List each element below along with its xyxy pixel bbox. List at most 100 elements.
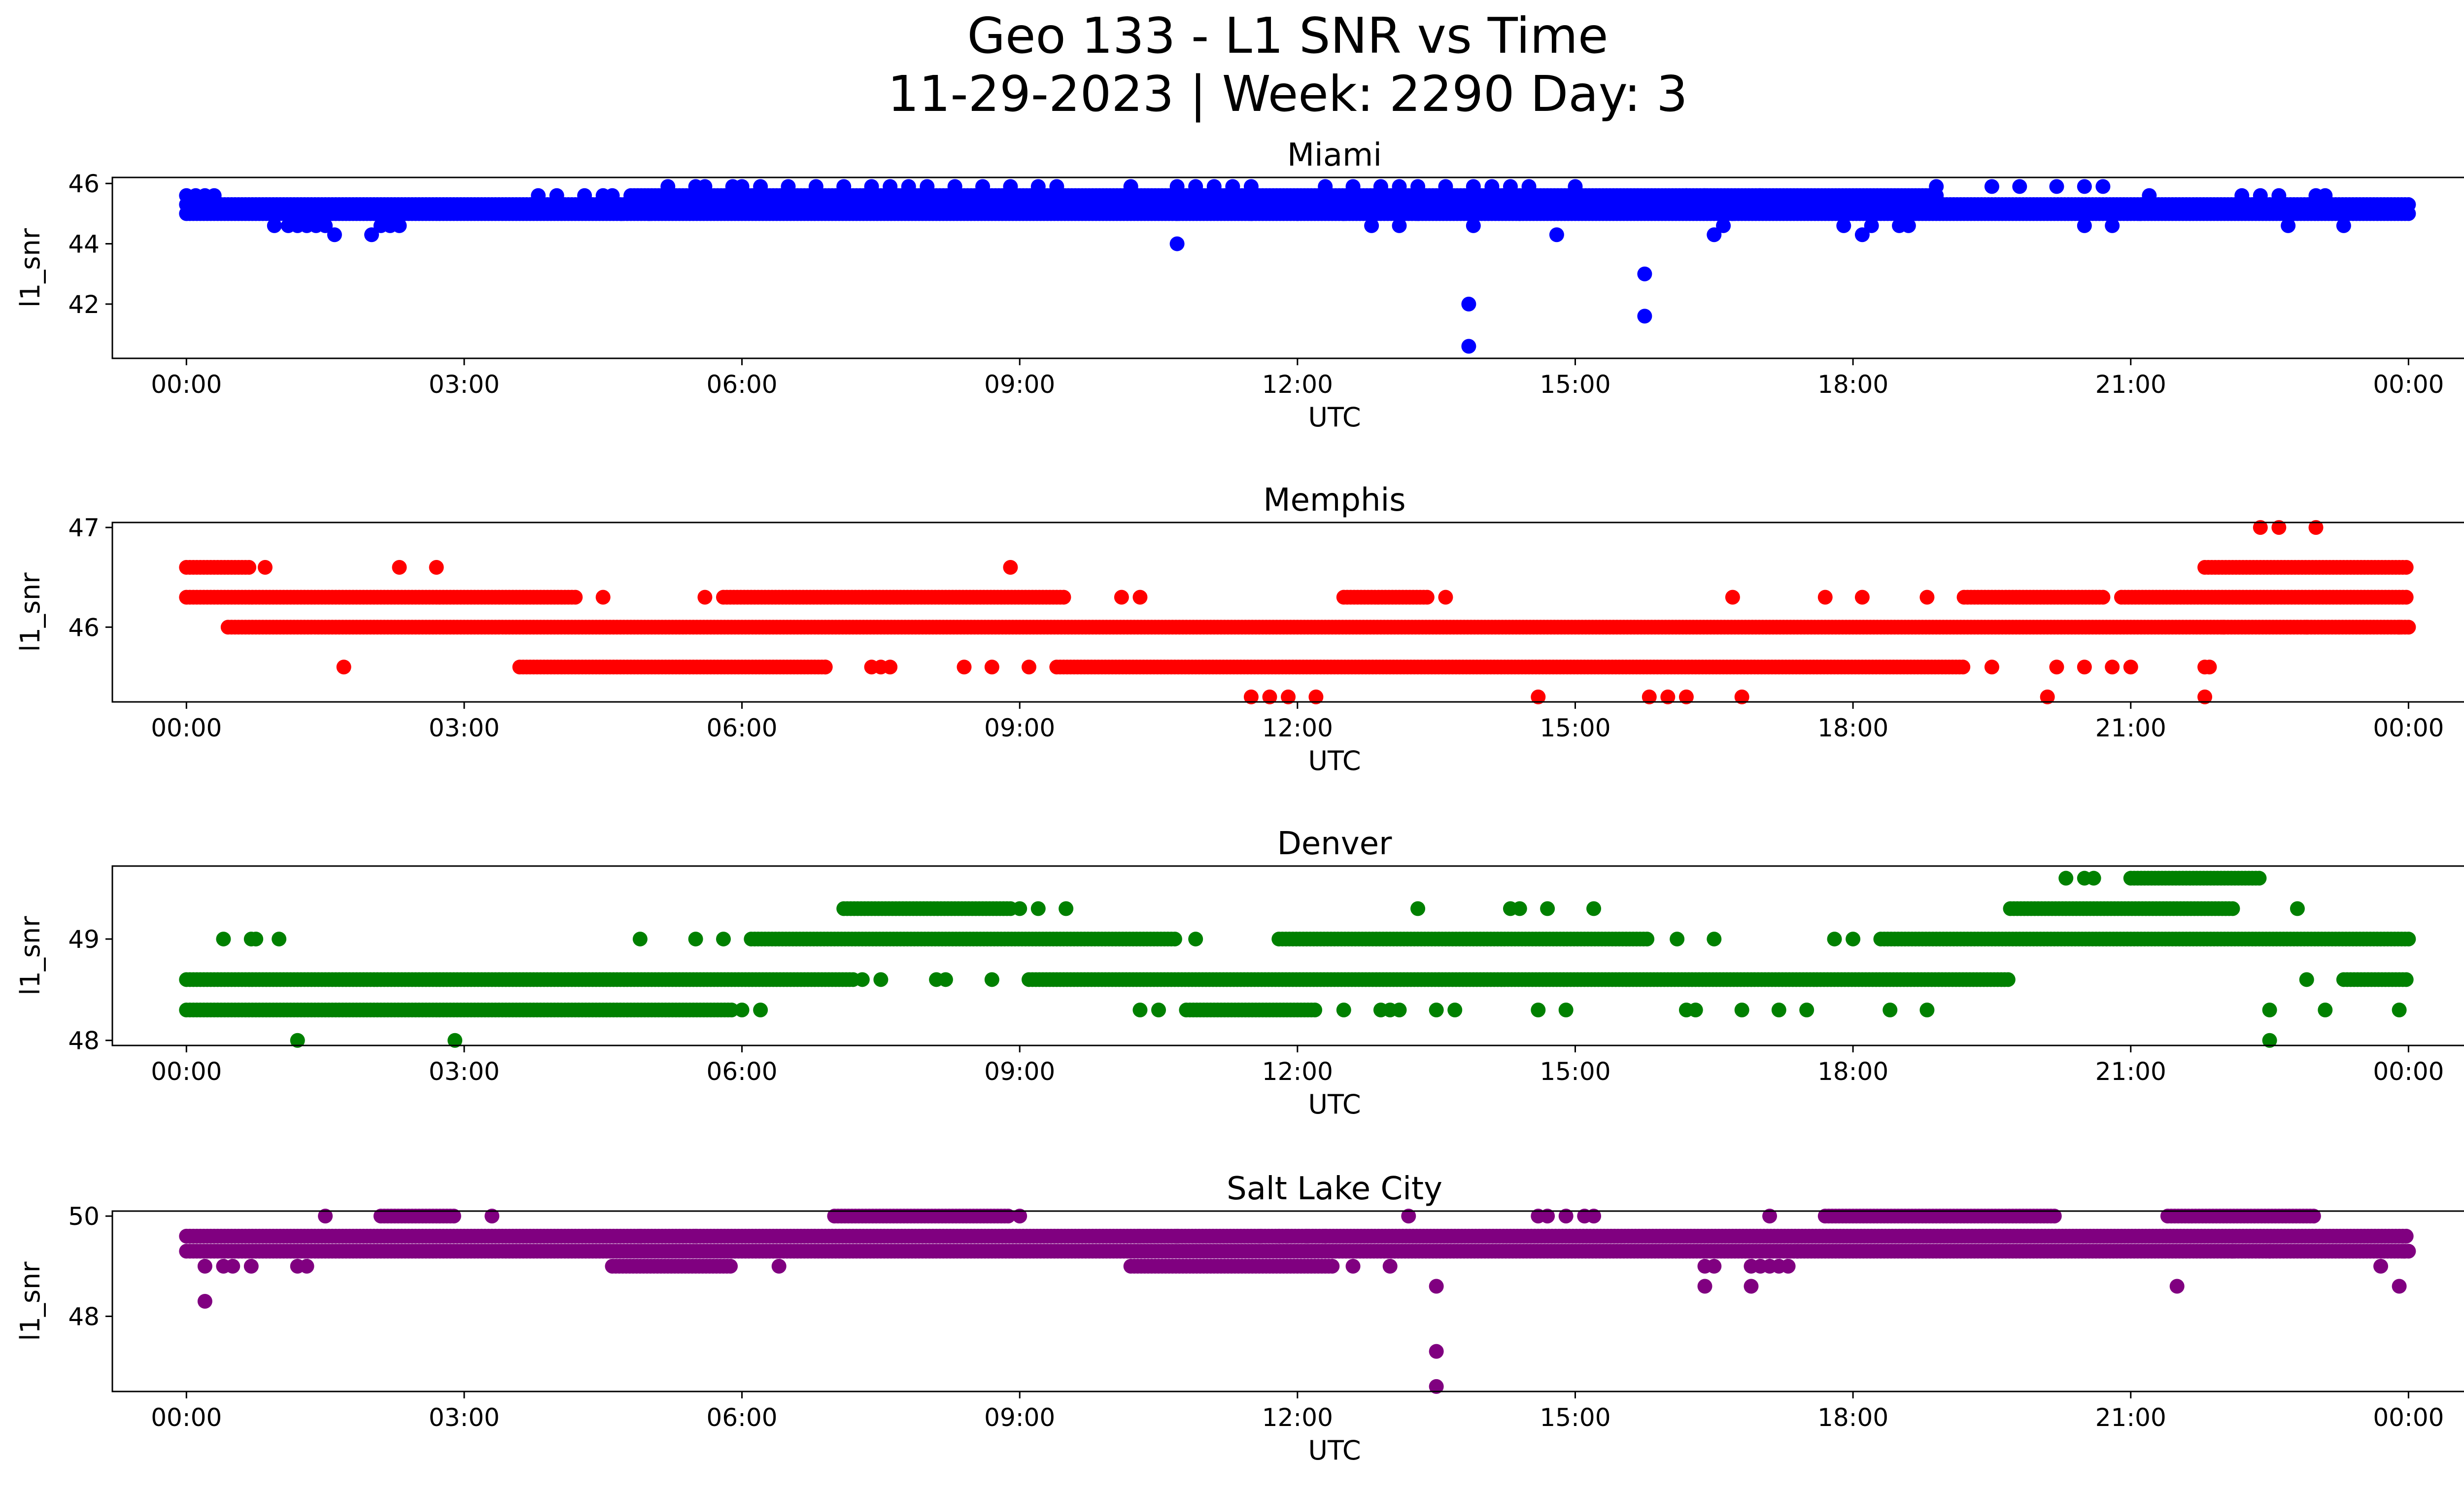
data-point bbox=[1392, 1003, 1407, 1018]
data-point bbox=[577, 188, 592, 203]
data-point bbox=[2216, 620, 2231, 635]
x-tick-label: 00:00 bbox=[2373, 370, 2444, 399]
y-tick-label: 46 bbox=[68, 613, 100, 642]
data-point bbox=[1854, 227, 1870, 243]
data-point bbox=[2253, 188, 2268, 203]
data-point bbox=[248, 932, 264, 947]
data-point bbox=[1854, 590, 1870, 605]
series-marks bbox=[179, 520, 2416, 704]
subplot-title: Miami bbox=[1287, 137, 1382, 174]
data-point bbox=[2086, 870, 2101, 886]
data-point bbox=[1955, 660, 1971, 675]
x-tick-label: 12:00 bbox=[1262, 714, 1333, 742]
data-point bbox=[364, 227, 379, 243]
y-tick-label: 47 bbox=[68, 514, 100, 542]
data-point bbox=[1022, 660, 1036, 675]
y-axis-label: l1_snr bbox=[15, 916, 46, 996]
data-point bbox=[1670, 932, 1685, 947]
data-point bbox=[734, 179, 750, 194]
data-point bbox=[1049, 179, 1064, 194]
data-point bbox=[2077, 660, 2092, 675]
data-point bbox=[818, 660, 833, 675]
data-point bbox=[1151, 1003, 1166, 1018]
data-point bbox=[1336, 206, 1351, 221]
data-point bbox=[753, 179, 768, 194]
data-point bbox=[1827, 932, 1842, 947]
x-tick-label: 18:00 bbox=[1817, 370, 1888, 399]
data-point bbox=[1003, 179, 1018, 194]
data-point bbox=[2132, 206, 2148, 221]
data-point bbox=[1512, 901, 1527, 916]
data-point bbox=[864, 179, 879, 194]
data-point bbox=[595, 590, 611, 605]
data-point bbox=[2040, 689, 2055, 704]
x-tick-label: 03:00 bbox=[429, 370, 500, 399]
data-point bbox=[1637, 309, 1652, 324]
data-point bbox=[1030, 901, 1046, 916]
data-point bbox=[1167, 932, 1182, 947]
series-marks bbox=[179, 1209, 2416, 1394]
data-point bbox=[1697, 188, 1712, 203]
data-point bbox=[1640, 932, 1655, 947]
data-point bbox=[1290, 206, 1305, 221]
data-point bbox=[1308, 689, 1324, 704]
data-point bbox=[688, 932, 703, 947]
data-point bbox=[1345, 179, 1361, 194]
data-point bbox=[1123, 179, 1138, 194]
axes-frame bbox=[111, 522, 2464, 703]
data-point bbox=[808, 179, 823, 194]
data-point bbox=[549, 188, 564, 203]
data-point bbox=[1206, 179, 1222, 194]
data-point bbox=[883, 660, 898, 675]
data-point bbox=[1114, 590, 1129, 605]
data-point bbox=[1716, 218, 1731, 233]
data-point bbox=[938, 972, 953, 987]
x-tick-label: 21:00 bbox=[2095, 714, 2166, 742]
data-point bbox=[1461, 339, 1476, 354]
data-point bbox=[1642, 689, 1657, 704]
subplot-title: Memphis bbox=[1263, 482, 1405, 519]
data-point bbox=[272, 932, 287, 947]
data-point bbox=[1512, 206, 1527, 221]
x-tick-label: 12:00 bbox=[1262, 370, 1333, 399]
data-point bbox=[1419, 590, 1435, 605]
subplot-title: Denver bbox=[1277, 826, 1392, 862]
x-tick-label: 03:00 bbox=[429, 1057, 500, 1086]
data-point bbox=[1281, 689, 1296, 704]
data-point bbox=[2142, 188, 2157, 203]
data-point bbox=[1503, 179, 1518, 194]
data-point bbox=[605, 188, 620, 203]
data-point bbox=[1484, 179, 1500, 194]
data-point bbox=[267, 218, 282, 233]
y-tick-label: 42 bbox=[68, 290, 100, 319]
data-point bbox=[1531, 689, 1546, 704]
data-point bbox=[2000, 972, 2016, 987]
data-point bbox=[2105, 218, 2120, 233]
x-tick-label: 06:00 bbox=[707, 1057, 778, 1086]
data-point bbox=[1531, 1003, 1546, 1018]
data-point bbox=[2262, 1003, 2277, 1018]
data-point bbox=[1984, 660, 1999, 675]
data-point bbox=[697, 590, 713, 605]
data-point bbox=[2202, 660, 2217, 675]
data-point bbox=[2271, 520, 2287, 535]
data-point bbox=[734, 1003, 750, 1018]
data-point bbox=[1734, 1003, 1749, 1018]
data-point bbox=[1799, 1003, 1814, 1018]
data-point bbox=[1243, 206, 1259, 221]
data-point bbox=[1307, 1003, 1323, 1018]
data-point bbox=[1225, 179, 1240, 194]
figure-title: Geo 133 - L1 SNR vs Time 11-29-2023 | We… bbox=[0, 7, 2464, 123]
data-point bbox=[984, 972, 999, 987]
x-tick-label: 00:00 bbox=[151, 1057, 222, 1086]
data-point bbox=[429, 560, 444, 575]
data-point bbox=[2318, 1003, 2333, 1018]
data-point bbox=[2281, 218, 2296, 233]
data-point bbox=[642, 206, 657, 221]
data-point bbox=[1169, 179, 1185, 194]
data-point bbox=[2392, 620, 2407, 635]
x-tick-label: 09:00 bbox=[984, 714, 1055, 742]
data-point bbox=[1012, 901, 1027, 916]
